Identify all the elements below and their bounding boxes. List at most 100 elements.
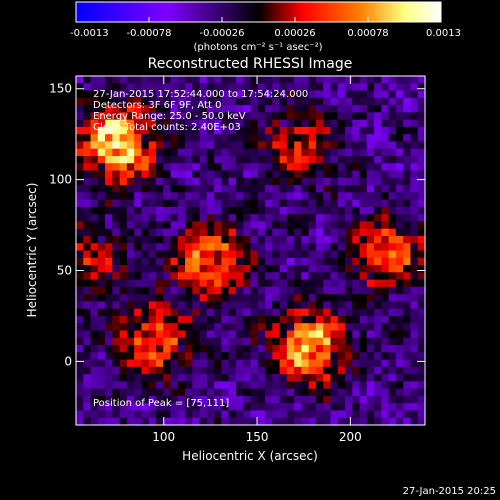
heatmap-cell [192,112,200,121]
heatmap-cell [388,134,397,142]
heatmap-cell [323,366,331,375]
heatmap-cell [323,76,331,84]
heatmap-cell [199,374,208,382]
heatmap-cell [119,417,128,425]
heatmap-cell [141,345,150,353]
heatmap-cell [134,250,142,259]
heatmap-cell [286,148,295,157]
heatmap-cell [315,243,324,251]
heatmap-cell [155,250,164,259]
heatmap-cell [337,410,346,419]
heatmap-cell [381,272,390,280]
heatmap-cell [301,374,310,382]
heatmap-cell [257,199,266,208]
heatmap-cell [308,395,317,404]
heatmap-cell [192,294,200,302]
heatmap-cell [323,345,331,353]
heatmap-cell [330,155,339,164]
heatmap-cell [410,410,419,419]
heatmap-cell [235,126,244,135]
heatmap-cell [214,112,222,121]
heatmap-cell [352,76,360,84]
heatmap-cell [410,199,419,208]
heatmap-cell [410,381,419,390]
heatmap-cell [337,257,346,266]
heatmap-cell [359,374,368,382]
heatmap-cell [235,395,244,404]
heatmap-cell [388,301,397,310]
heatmap-cell [345,141,353,150]
heatmap-cell [221,155,230,164]
heatmap-cell [126,228,135,237]
heatmap-cell [192,308,200,317]
heatmap-cell [105,76,113,84]
heatmap-cell [330,250,339,259]
heatmap-cell [410,374,419,382]
heatmap-cell [199,323,208,331]
heatmap-cell [228,337,237,346]
heatmap-cell [388,155,397,164]
heatmap-cell [221,177,230,186]
heatmap-cell [359,112,368,121]
heatmap-cell [170,90,179,99]
heatmap-cell [272,141,280,150]
heatmap-cell [337,294,346,302]
heatmap-cell [366,352,375,360]
heatmap-cell [257,192,266,200]
heatmap-cell [185,359,193,368]
heatmap-cell [294,170,302,179]
heatmap-cell [155,381,164,390]
heatmap-cell [76,279,84,288]
heatmap-cell [272,286,280,295]
heatmap-cell [148,134,157,142]
heatmap-cell [272,177,280,186]
heatmap-cell [235,214,244,222]
heatmap-cell [410,301,419,310]
heatmap-cell [395,243,404,251]
heatmap-cell [315,337,324,346]
heatmap-cell [345,308,353,317]
heatmap-cell [192,192,200,200]
heatmap-cell [155,388,164,397]
heatmap-cell [199,221,208,230]
heatmap-cell [148,90,157,99]
heatmap-cell [308,192,317,200]
heatmap-cell [337,126,346,135]
heatmap-cell [359,366,368,375]
heatmap-cell [112,134,121,142]
heatmap-cell [330,228,339,237]
heatmap-cell [257,185,266,193]
heatmap-cell [206,119,215,128]
heatmap-cell [345,257,353,266]
heatmap-cell [199,250,208,259]
heatmap-cell [112,352,121,360]
heatmap-cell [279,243,288,251]
heatmap-cell [76,83,84,91]
heatmap-cell [134,199,142,208]
heatmap-cell [177,352,186,360]
heatmap-cell [395,155,404,164]
heatmap-cell [381,265,390,273]
heatmap-cell [381,323,390,331]
heatmap-cell [243,272,251,280]
heatmap-cell [388,315,397,324]
heatmap-cell [257,323,266,331]
heatmap-cell [395,134,404,142]
heatmap-cell [337,177,346,186]
heatmap-cell [105,294,113,302]
heatmap-cell [97,134,106,142]
heatmap-cell [119,185,128,193]
heatmap-cell [352,250,360,259]
heatmap-cell [163,366,171,375]
heatmap-cell [315,199,324,208]
heatmap-cell [76,366,84,375]
heatmap-cell [366,112,375,121]
heatmap-cell [192,177,200,186]
heatmap-cell [221,214,230,222]
heatmap-cell [199,192,208,200]
heatmap-cell [97,301,106,310]
heatmap-cell [221,381,230,390]
heatmap-cell [417,126,425,135]
heatmap-cell [112,206,121,215]
heatmap-cell [126,214,135,222]
